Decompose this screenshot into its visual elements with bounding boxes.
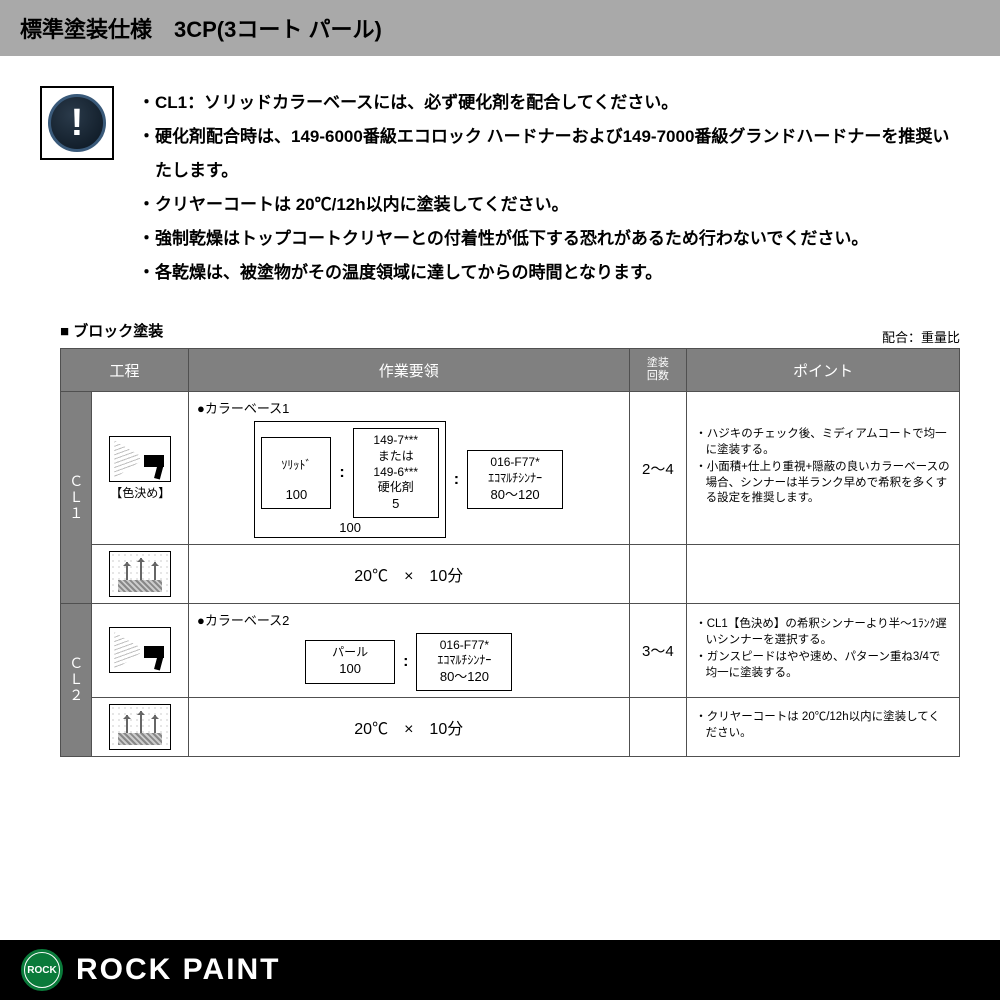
cl2-points-b: クリヤーコートは 20℃/12h以内に塗装してください。 <box>687 697 960 756</box>
notice-list: ・CL1：ソリッドカラーベースには、必ず硬化剤を配合してください。・硬化剤配合時… <box>138 86 960 290</box>
brand-logo-icon: ROCK <box>22 950 62 990</box>
th-point: ポイント <box>687 349 960 392</box>
cl1-count: 2～4 <box>629 392 687 544</box>
spray-gun-icon <box>109 436 171 482</box>
notice-section: ! ・CL1：ソリッドカラーベースには、必ず硬化剤を配合してください。・硬化剤配… <box>0 56 1000 310</box>
cl2-count: 3～4 <box>629 603 687 697</box>
cl1-dry: 20℃ × 10分 <box>188 544 629 603</box>
cl2-spray-icon-cell <box>92 603 189 697</box>
cl2-points-a: CL1【色決め】の希釈シンナーより半～1ﾗﾝｸ遅いシンナーを選択する。ガンスピー… <box>687 603 960 697</box>
th-work: 作業要領 <box>188 349 629 392</box>
brand-name: ROCK PAINT <box>76 953 280 987</box>
spray-gun-icon <box>109 627 171 673</box>
footer: ROCK ROCK PAINT <box>0 940 1000 1000</box>
cl2-dry-icon-cell <box>92 697 189 756</box>
cl1-label: ＣＬ１ <box>61 392 92 603</box>
cl2-label: ＣＬ２ <box>61 603 92 756</box>
cl2-work: ●カラーベース2 パール 100 : 016-F77* ｴｺﾏﾙﾁｼﾝﾅｰ 80… <box>188 603 629 697</box>
cl1-points: ハジキのチェック後、ミディアムコートで均一に塗装する。小面積+仕上り重視+隠蔽の… <box>687 392 960 544</box>
cl1-dry-icon-cell <box>92 544 189 603</box>
spec-table: 工程 作業要領 塗装回数 ポイント ＣＬ１ 【色決め】 ●カラーベース1 <box>60 348 960 757</box>
th-count: 塗装回数 <box>629 349 687 392</box>
cl1-spray-icon-cell: 【色決め】 <box>92 392 189 544</box>
cl2-dry: 20℃ × 10分 <box>188 697 629 756</box>
page-title: 標準塗装仕様 3CP(3コート パール) <box>0 0 1000 56</box>
drying-icon <box>109 704 171 750</box>
drying-icon <box>109 551 171 597</box>
warning-icon: ! <box>40 86 114 160</box>
cl1-work: ●カラーベース1 ｿﾘｯﾄﾞ 100 : 149-7*** <box>188 392 629 544</box>
th-process: 工程 <box>61 349 189 392</box>
